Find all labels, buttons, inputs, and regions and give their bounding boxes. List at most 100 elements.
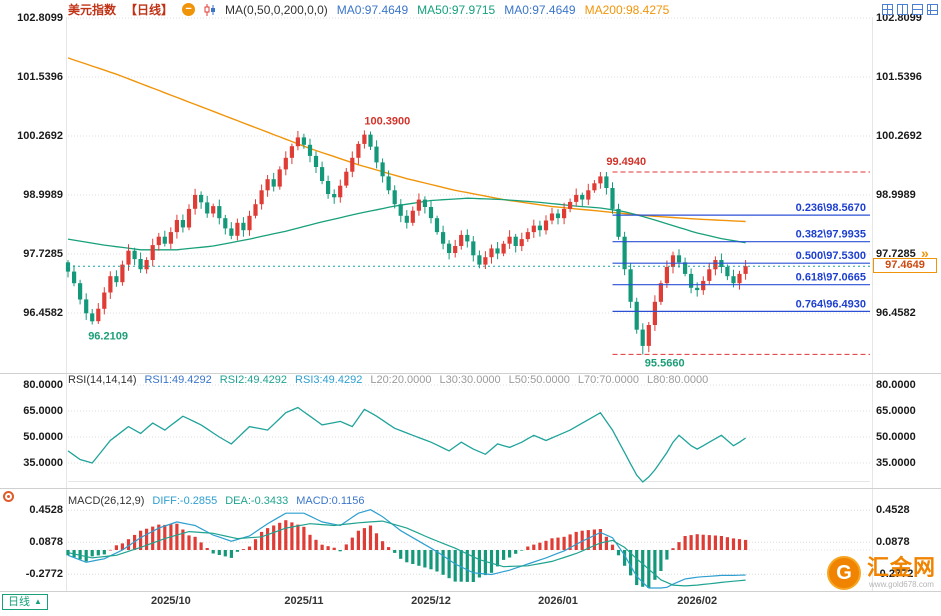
macd-bar bbox=[701, 534, 705, 550]
ma200-line bbox=[67, 57, 746, 223]
candle bbox=[519, 232, 524, 252]
candle bbox=[447, 240, 452, 260]
macd-bar bbox=[429, 550, 433, 570]
chart-header: 美元指数 【日线】 − MA(0,50,0,200,0,0) MA0:97.46… bbox=[68, 2, 669, 18]
period-tag: 【日线】 bbox=[125, 3, 174, 17]
macd-bar bbox=[568, 534, 572, 550]
candle bbox=[441, 225, 446, 250]
macd-bar bbox=[314, 539, 318, 550]
macd-bar bbox=[266, 528, 270, 550]
period-selector-label: 日线 bbox=[8, 596, 30, 608]
macd-bar bbox=[635, 550, 639, 586]
candle bbox=[332, 189, 337, 204]
candle bbox=[616, 203, 621, 240]
candle bbox=[683, 257, 688, 277]
indicator-target-icon[interactable] bbox=[3, 491, 14, 502]
macd-bar bbox=[308, 534, 312, 550]
candle bbox=[592, 180, 597, 193]
macd-bar bbox=[441, 550, 445, 575]
candle bbox=[713, 256, 718, 276]
candle bbox=[725, 264, 730, 281]
macd-title: MACD(26,12,9) bbox=[68, 495, 145, 507]
candle bbox=[543, 215, 549, 235]
last-price-tag: 97.4649 bbox=[873, 258, 937, 274]
candle bbox=[422, 196, 427, 214]
macd-bar bbox=[653, 550, 657, 580]
macd-bar bbox=[253, 539, 258, 550]
macd-bar bbox=[471, 550, 475, 582]
candle bbox=[313, 151, 319, 173]
macd-bar bbox=[205, 548, 209, 550]
candle bbox=[199, 191, 204, 209]
candle bbox=[144, 257, 149, 274]
ma50-value: MA50:97.9715 bbox=[417, 2, 496, 17]
ma50-line bbox=[67, 197, 746, 251]
candle bbox=[410, 206, 415, 226]
macd-bar bbox=[199, 542, 203, 550]
macd-bar bbox=[707, 535, 711, 550]
macd-bar bbox=[193, 536, 197, 550]
macd-bar bbox=[151, 526, 155, 550]
macd-bar bbox=[665, 550, 669, 560]
candle bbox=[622, 231, 627, 276]
macd-bar bbox=[411, 550, 415, 564]
collapse-circle-icon[interactable]: − bbox=[182, 3, 196, 16]
macd-bar bbox=[211, 550, 215, 554]
macd-bar bbox=[550, 538, 554, 550]
candle bbox=[531, 219, 536, 238]
ma0-value-2: MA0:97.4649 bbox=[504, 2, 576, 17]
macd-value: MACD:0.1156 bbox=[296, 495, 365, 507]
layout-switcher bbox=[882, 4, 938, 15]
chart-type-candle-icon[interactable] bbox=[204, 3, 216, 16]
macd-bar bbox=[320, 544, 324, 550]
macd-bar bbox=[695, 534, 699, 550]
candle bbox=[247, 210, 252, 236]
candle bbox=[628, 263, 633, 309]
candle bbox=[114, 270, 119, 287]
up-triangle-icon: ▲ bbox=[34, 597, 42, 606]
fib-label: 0.764\96.4930 bbox=[796, 298, 866, 310]
macd-bar bbox=[659, 550, 663, 571]
layout-grid-alt-icon[interactable] bbox=[927, 4, 938, 15]
macd-bar bbox=[120, 543, 124, 550]
candle bbox=[223, 214, 228, 235]
candle bbox=[283, 151, 288, 176]
macd-bar bbox=[544, 540, 548, 550]
macd-bar bbox=[725, 537, 729, 550]
candle bbox=[392, 185, 397, 209]
candle bbox=[404, 210, 409, 229]
candle bbox=[689, 268, 694, 294]
macd-bar bbox=[514, 550, 518, 554]
candle bbox=[265, 175, 270, 197]
rsi2-value: RSI2:49.4292 bbox=[219, 374, 288, 386]
candle bbox=[90, 309, 95, 325]
candle bbox=[307, 138, 313, 163]
symbol-title: 美元指数 bbox=[68, 3, 117, 17]
candle bbox=[495, 242, 500, 260]
logo-name: 汇金网 bbox=[866, 555, 936, 580]
macd-bar bbox=[453, 550, 457, 582]
candle bbox=[489, 244, 494, 264]
macd-bar bbox=[350, 537, 354, 550]
macd-bar bbox=[102, 550, 106, 555]
period-selector[interactable]: 日线 ▲ bbox=[2, 594, 48, 610]
layout-split-vertical-icon[interactable] bbox=[897, 4, 908, 15]
macd-bar bbox=[610, 544, 615, 550]
fib-label: 0.236\98.5670 bbox=[796, 202, 866, 214]
candle bbox=[434, 215, 440, 235]
macd-bar bbox=[126, 539, 131, 550]
candle bbox=[96, 303, 101, 324]
candle bbox=[350, 151, 355, 178]
candle bbox=[162, 230, 167, 247]
candle bbox=[174, 214, 179, 239]
candle bbox=[205, 195, 210, 218]
layout-split-horizontal-icon[interactable] bbox=[912, 4, 923, 15]
candle bbox=[537, 220, 542, 237]
macd-bar bbox=[683, 536, 687, 550]
scroll-to-latest-icon[interactable]: » bbox=[921, 245, 929, 261]
layout-grid-4-icon[interactable] bbox=[882, 4, 893, 15]
macd-diff-line bbox=[67, 509, 746, 589]
candle bbox=[84, 293, 89, 320]
